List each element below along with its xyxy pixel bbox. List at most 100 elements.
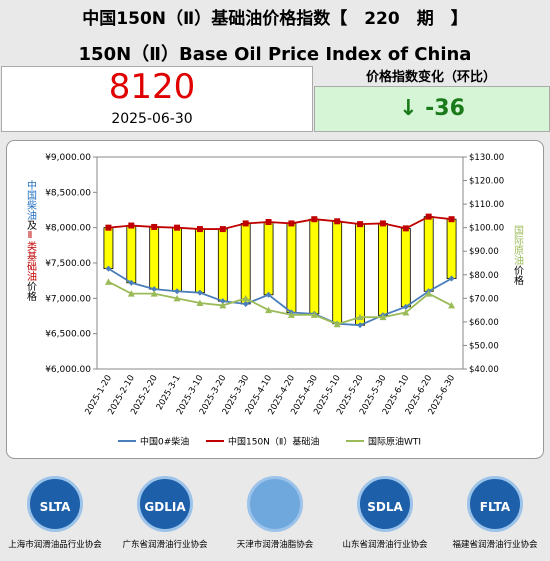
marker xyxy=(402,308,410,316)
y2-tick-label: $80.00 xyxy=(469,271,499,281)
marker xyxy=(402,225,409,232)
index-value: 8120 xyxy=(108,67,196,107)
y2-tick-label: $40.00 xyxy=(469,365,499,375)
legend-label: 中国150N（Ⅱ）基础油 xyxy=(228,436,319,448)
association-logo: SLTA xyxy=(27,476,83,532)
marker xyxy=(287,311,295,318)
association-logo: SDLA xyxy=(357,476,413,532)
y-tick-label: ¥9,000.00 xyxy=(45,153,91,163)
index-date: 2025-06-30 xyxy=(111,111,193,127)
association-name: 天津市润滑油脂协会 xyxy=(236,540,314,550)
y2-tick-label: $50.00 xyxy=(469,341,499,351)
marker xyxy=(333,320,341,328)
marker xyxy=(151,286,158,293)
axis-label-part: 价格 xyxy=(512,265,524,286)
marker xyxy=(242,220,249,227)
range-bar xyxy=(423,216,434,292)
association: SDLA 山东省润滑油行业协会 xyxy=(330,476,440,550)
marker xyxy=(150,290,158,297)
association: SLTA 上海市润滑油品行业协会 xyxy=(0,476,110,550)
change-label: 价格指数变化（环比） xyxy=(365,70,496,85)
series-line xyxy=(108,281,452,326)
marker xyxy=(310,311,318,318)
marker xyxy=(357,221,364,228)
marker xyxy=(151,223,158,230)
marker xyxy=(288,220,295,227)
marker xyxy=(219,226,226,233)
marker xyxy=(127,290,135,297)
series-line xyxy=(108,215,452,230)
marker xyxy=(265,306,273,314)
marker xyxy=(242,300,249,307)
range-bar xyxy=(286,223,297,313)
range-bar xyxy=(378,223,388,316)
y2-tick-label: $60.00 xyxy=(469,318,499,328)
axis-label: 国际原油价格 xyxy=(512,225,524,286)
y2-tick-label: $110.00 xyxy=(469,200,504,210)
axis-label-part: 中国柴油 xyxy=(25,179,37,220)
marker xyxy=(425,290,433,297)
range-bar xyxy=(309,218,320,315)
y2-tick-label: $120.00 xyxy=(469,177,504,187)
association: FLTA 福建省润滑油行业协会 xyxy=(440,476,550,550)
axis-label-part: 国际原油 xyxy=(512,225,524,265)
range-bar xyxy=(195,228,205,294)
marker xyxy=(357,322,364,329)
range-bar xyxy=(126,225,137,284)
association-name: 山东省润滑油行业协会 xyxy=(342,540,428,550)
marker xyxy=(242,294,250,302)
y2-tick-label: $70.00 xyxy=(469,294,499,304)
range-bar xyxy=(149,226,160,290)
marker xyxy=(311,216,318,223)
marker xyxy=(128,279,135,286)
title: 中国150N（Ⅱ）基础油价格指数【 220 期 】 xyxy=(82,9,468,29)
y-tick-label: ¥6,500.00 xyxy=(45,330,91,340)
marker xyxy=(173,294,181,302)
range-bar xyxy=(217,228,228,302)
association-name: 上海市润滑油品行业协会 xyxy=(8,540,102,550)
marker xyxy=(174,288,181,295)
y-tick-label: ¥8,500.00 xyxy=(45,188,91,198)
legend-label: 国际原油WTI xyxy=(368,436,421,448)
range-bar xyxy=(446,218,457,279)
y-tick-label: ¥8,000.00 xyxy=(45,224,91,234)
range-bar xyxy=(355,223,365,326)
range-bar xyxy=(263,221,274,296)
range-bar xyxy=(240,223,251,305)
marker xyxy=(379,220,386,227)
marker xyxy=(219,298,226,305)
marker xyxy=(128,222,135,229)
range-bar xyxy=(103,227,114,270)
association: 天津市润滑油脂协会 xyxy=(220,476,330,550)
marker xyxy=(196,226,203,233)
range-bar xyxy=(332,220,343,325)
marker xyxy=(174,224,181,231)
axis-label-part: 及 xyxy=(25,220,37,231)
association: GDLIA 广东省润滑油行业协会 xyxy=(110,476,220,550)
marker xyxy=(196,289,203,296)
y2-tick-label: $90.00 xyxy=(469,247,499,257)
association-logo: GDLIA xyxy=(137,476,193,532)
series-line xyxy=(107,267,452,327)
range-bar xyxy=(400,227,411,308)
marker xyxy=(105,224,112,231)
association-logo xyxy=(247,476,303,532)
legend-label: 中国0#柴油 xyxy=(140,436,189,448)
marker xyxy=(448,275,455,282)
subtitle: 150N（Ⅱ）Base Oil Price Index of China xyxy=(78,44,472,65)
y2-tick-label: $130.00 xyxy=(469,153,504,163)
association-name: 福建省润滑油行业协会 xyxy=(452,540,538,550)
marker xyxy=(425,213,432,220)
association-logo: FLTA xyxy=(467,476,523,532)
marker xyxy=(196,299,204,307)
marker xyxy=(219,301,227,309)
index-box: 8120 2025-06-30 xyxy=(1,66,313,132)
y-tick-label: ¥6,000.00 xyxy=(45,365,91,375)
marker xyxy=(402,303,409,310)
marker xyxy=(105,265,112,272)
marker xyxy=(448,216,455,223)
chart: ¥6,000.00 ¥6,500.00 ¥7,000.00 ¥7,500.00 ¥8,0… xyxy=(6,140,544,459)
change-value: ↓ -36 xyxy=(314,86,550,132)
axis-label-part: Ⅱ类基础油 xyxy=(25,230,37,281)
